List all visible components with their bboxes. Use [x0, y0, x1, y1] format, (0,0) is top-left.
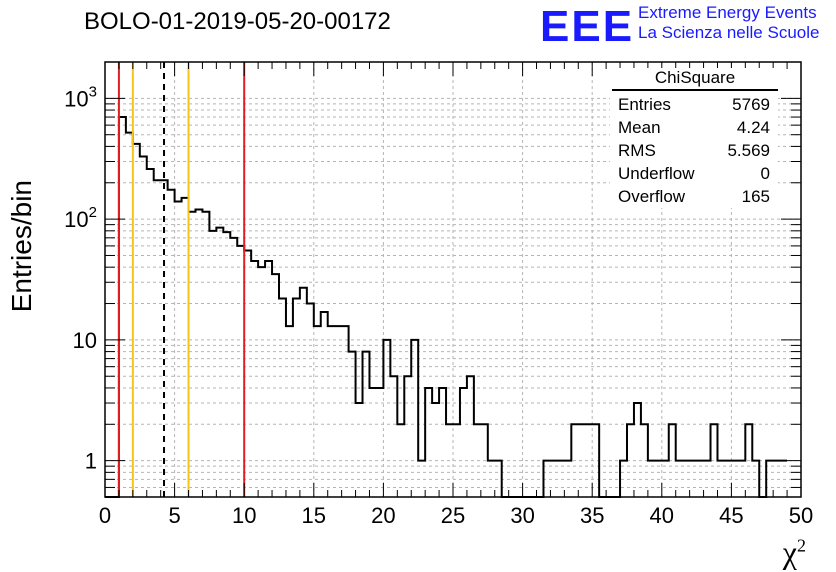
y-tick-label: 103 [64, 83, 97, 111]
stats-row-underflow: Underflow 0 [610, 162, 778, 185]
stats-box-title: ChiSquare [612, 68, 778, 91]
x-tick-label: 50 [789, 503, 813, 528]
y-tick-label: 1 [85, 449, 97, 474]
x-tick-label: 35 [580, 503, 604, 528]
stats-value: 0 [760, 164, 770, 183]
reference-lines [117, 62, 246, 497]
logo-line-2: La Scienza nelle Scuole [638, 23, 820, 42]
y-tick-label: 10 [73, 328, 97, 353]
y-axis-label: Entries/bin [6, 180, 37, 313]
x-tick-label: 10 [232, 503, 256, 528]
x-tick-label: 45 [719, 503, 743, 528]
x-tick-label: 20 [371, 503, 395, 528]
axis-ticks: 0 5 10 15 20 25 30 35 40 45 50 1 10 102 103 [64, 61, 813, 528]
stats-row-overflow: Overflow 165 [610, 185, 778, 208]
x-tick-label: 5 [168, 503, 180, 528]
histogram-bars [105, 116, 788, 498]
stats-value: 4.24 [736, 118, 770, 137]
stats-label: RMS [618, 141, 656, 160]
x-tick-label: 25 [441, 503, 465, 528]
x-tick-label: 15 [302, 503, 326, 528]
x-tick-label: 0 [99, 503, 111, 528]
stats-row-mean: Mean 4.24 [610, 116, 778, 139]
stats-label: Mean [618, 118, 661, 137]
x-axis-label: χ2 [782, 534, 806, 570]
x-tick-label: 40 [650, 503, 674, 528]
x-tick-label: 30 [510, 503, 534, 528]
chart-title: BOLO-01-2019-05-20-00172 [84, 8, 391, 35]
grid-lines [105, 62, 801, 497]
stats-label: Underflow [618, 164, 695, 183]
stats-box: ChiSquare Entries 5769 Mean 4.24 RMS 5.569 … [610, 68, 778, 208]
stats-label: Overflow [618, 187, 686, 206]
histogram-step-line [105, 116, 788, 498]
y-tick-label: 102 [64, 204, 97, 232]
stats-value: 165 [741, 187, 770, 206]
stats-label: Entries [618, 95, 671, 114]
stats-value: 5.569 [727, 141, 770, 160]
logo-line-1: Extreme Energy Events [638, 3, 817, 22]
stats-row-entries: Entries 5769 [610, 93, 778, 116]
stats-row-rms: RMS 5.569 [610, 139, 778, 162]
stats-value: 5769 [732, 95, 770, 114]
eee-logo-mark: EEE [540, 2, 635, 51]
